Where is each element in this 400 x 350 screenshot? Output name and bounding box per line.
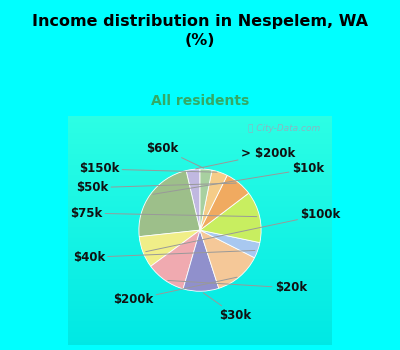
- Wedge shape: [200, 230, 254, 288]
- Wedge shape: [200, 175, 249, 230]
- Text: Income distribution in Nespelem, WA
(%): Income distribution in Nespelem, WA (%): [32, 14, 368, 48]
- Text: $100k: $100k: [146, 208, 340, 252]
- Wedge shape: [200, 230, 260, 258]
- Text: $200k: $200k: [113, 277, 237, 306]
- Text: $150k: $150k: [79, 162, 217, 175]
- Wedge shape: [139, 230, 200, 266]
- Text: $30k: $30k: [203, 293, 251, 322]
- Text: $75k: $75k: [70, 206, 257, 220]
- Text: ⓘ City-Data.com: ⓘ City-Data.com: [248, 124, 320, 133]
- Text: $60k: $60k: [146, 142, 204, 168]
- Text: All residents: All residents: [151, 94, 249, 108]
- Text: $10k: $10k: [153, 162, 324, 194]
- Wedge shape: [183, 230, 219, 291]
- Wedge shape: [139, 170, 200, 237]
- Wedge shape: [200, 193, 261, 243]
- Text: $50k: $50k: [76, 181, 236, 194]
- Wedge shape: [200, 169, 212, 230]
- Wedge shape: [186, 169, 200, 230]
- Wedge shape: [151, 230, 200, 289]
- Text: $40k: $40k: [73, 251, 255, 264]
- Text: > $200k: > $200k: [196, 147, 295, 169]
- Text: $20k: $20k: [168, 280, 307, 294]
- Wedge shape: [200, 170, 227, 230]
